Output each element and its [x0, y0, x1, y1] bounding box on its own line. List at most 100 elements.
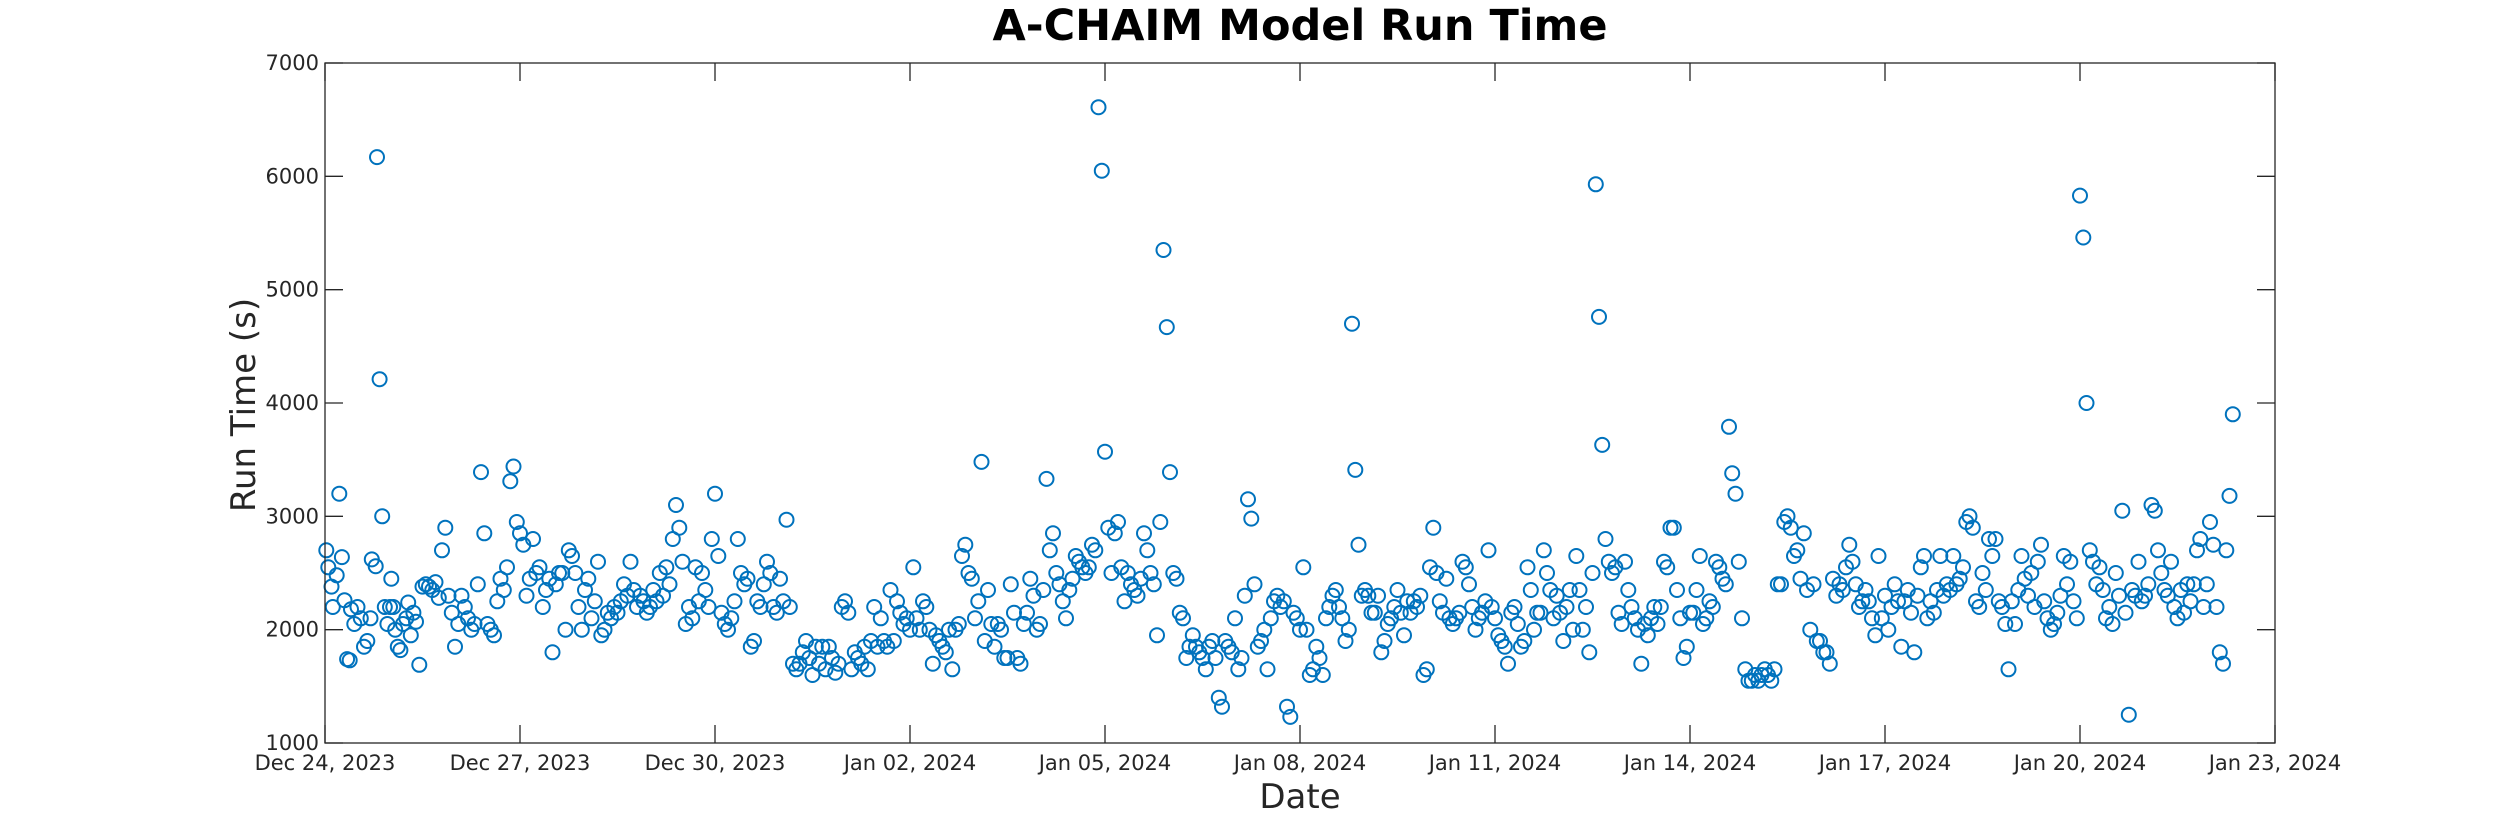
data-point — [427, 574, 444, 591]
x-tick-label: Jan 17, 2024 — [1817, 751, 1952, 775]
x-tick-label: Jan 08, 2024 — [1232, 751, 1367, 775]
data-point — [453, 587, 470, 604]
data-point — [1906, 644, 1923, 661]
data-point — [1142, 565, 1159, 581]
data-point — [1795, 525, 1812, 542]
data-point — [359, 633, 376, 649]
data-point — [1500, 655, 1516, 672]
data-point — [837, 593, 853, 610]
data-point — [1522, 582, 1539, 598]
data-point — [1275, 593, 1292, 610]
data-point — [2130, 553, 2147, 570]
data-point — [1987, 531, 2004, 547]
data-point — [367, 558, 384, 575]
data-point — [502, 473, 519, 490]
data-point — [1178, 650, 1195, 666]
data-point — [1652, 599, 1669, 615]
data-point — [1818, 644, 1835, 661]
data-point — [1886, 576, 1903, 593]
data-point — [986, 638, 1003, 655]
data-point — [668, 497, 684, 513]
data-point — [2068, 610, 2085, 627]
data-point — [1418, 661, 1435, 678]
data-point — [885, 633, 902, 649]
data-point — [1496, 638, 1513, 655]
data-point — [1288, 610, 1305, 627]
data-point — [1032, 616, 1048, 632]
data-point — [2224, 406, 2241, 423]
data-point — [1045, 525, 1061, 542]
data-point — [1207, 650, 1224, 666]
data-point — [1789, 542, 1806, 559]
data-point — [573, 621, 590, 638]
data-point — [1360, 587, 1377, 604]
data-point — [1227, 610, 1243, 627]
data-point — [830, 655, 847, 672]
data-point — [2117, 604, 2134, 621]
data-point — [1019, 604, 1035, 621]
data-point — [1597, 531, 1614, 547]
data-point — [1431, 593, 1448, 610]
data-point — [1951, 570, 1968, 587]
data-point — [1093, 162, 1110, 179]
axis-ticks: 1000 2000 3000 4000 5000 6000 7000 Dec 24, 2023… — [255, 51, 2342, 775]
data-point — [1834, 582, 1851, 598]
data-point — [759, 553, 775, 570]
data-point — [1955, 559, 1971, 576]
data-point — [967, 610, 983, 627]
data-point — [1139, 542, 1156, 559]
data-point — [980, 582, 996, 598]
data-point — [341, 652, 358, 669]
data-point — [1006, 604, 1022, 621]
data-point — [1012, 655, 1029, 672]
data-point — [2120, 706, 2137, 723]
data-point — [781, 599, 798, 615]
data-point — [1058, 610, 1074, 627]
data-point — [1129, 587, 1146, 604]
data-point — [1318, 610, 1334, 627]
data-point — [1584, 565, 1601, 581]
data-point — [1574, 621, 1591, 638]
x-tick-label: Jan 23, 2024 — [2207, 751, 2342, 775]
data-point — [1087, 542, 1104, 559]
data-point — [1298, 621, 1315, 638]
data-point — [957, 536, 974, 553]
data-point — [1350, 536, 1367, 553]
x-tick-label: Jan 05, 2024 — [1037, 751, 1172, 775]
data-point — [570, 599, 587, 615]
data-point — [1610, 604, 1627, 621]
data-point — [1376, 633, 1393, 649]
data-point — [993, 621, 1009, 638]
data-point — [1461, 576, 1477, 593]
data-point — [1529, 604, 1546, 621]
data-point — [1487, 610, 1503, 627]
data-point — [349, 599, 366, 615]
data-point — [1925, 604, 1942, 621]
data-point — [2107, 565, 2124, 581]
data-point — [577, 582, 593, 598]
data-point — [440, 587, 457, 604]
data-point — [544, 644, 561, 661]
data-point — [2198, 576, 2215, 593]
data-point — [671, 519, 688, 536]
data-point — [1578, 599, 1594, 615]
x-tick-label: Dec 24, 2023 — [255, 751, 396, 775]
data-point — [320, 559, 337, 576]
data-point — [2104, 616, 2121, 632]
chart-title: A-CHAIM Model Run Time — [992, 1, 1607, 51]
data-point — [1633, 655, 1650, 672]
data-point — [1646, 599, 1663, 615]
data-point — [456, 599, 473, 615]
data-point — [973, 453, 990, 470]
data-point — [385, 599, 402, 615]
data-point — [1262, 610, 1279, 627]
data-point — [840, 604, 857, 621]
data-point — [1149, 627, 1165, 644]
data-point — [950, 616, 967, 632]
data-point — [1773, 576, 1789, 593]
data-point — [1916, 548, 1932, 564]
data-point — [1347, 461, 1364, 478]
data-point — [2081, 542, 2098, 559]
data-point — [1860, 593, 1877, 610]
y-axis-title: Run Time (s) — [224, 298, 264, 512]
